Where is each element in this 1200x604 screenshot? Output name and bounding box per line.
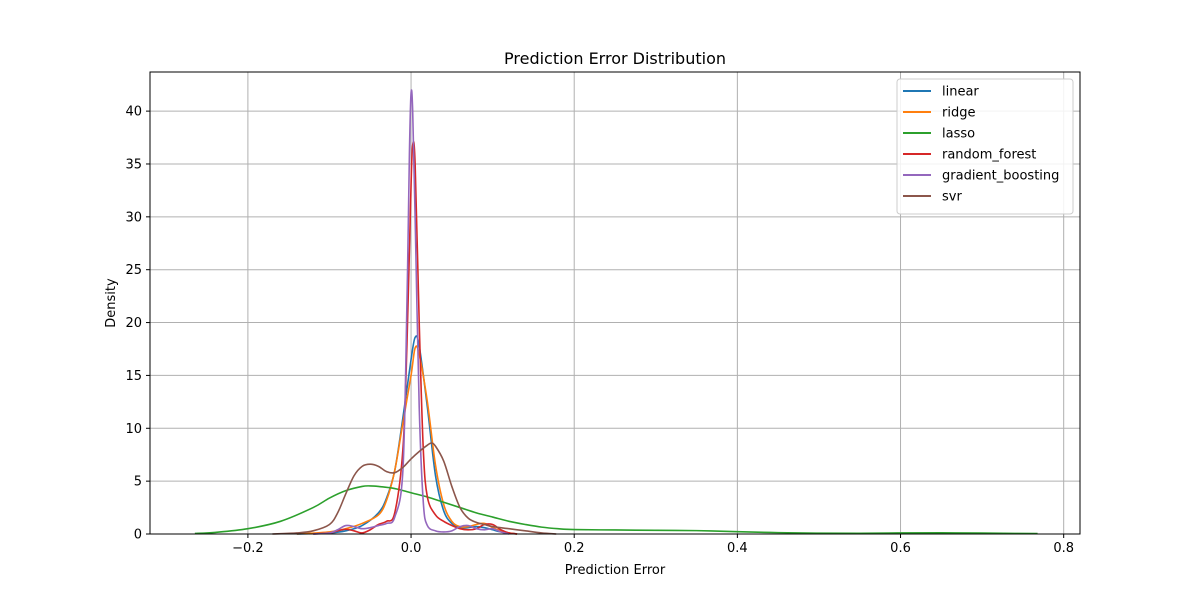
x-tick-label: 0.2 [564,541,585,556]
x-tick-label: −0.2 [232,541,264,556]
legend-label-ridge: ridge [942,106,975,121]
plot-frame [149,71,1081,535]
series-line-lasso [194,485,1038,535]
legend-label-svr: svr [942,190,962,205]
series-lines [194,89,1038,535]
series-line-svr [272,442,557,535]
x-tick-label: 0.6 [890,541,911,556]
legend: linear ridge lasso random_forest gradient_bo… [896,78,1074,215]
y-tick-label: 5 [134,475,142,490]
y-tick-label: 30 [125,210,142,225]
legend-label-gradient-boosting: gradient_boosting [942,169,1059,184]
y-tick-label: 40 [125,105,142,120]
y-axis-label: Density [104,278,119,328]
series-line-gradient-boosting [313,89,510,535]
y-tick-label: 35 [125,157,142,172]
y-tick-label: 0 [134,528,142,543]
x-tick-label: 0.0 [401,541,422,556]
x-axis-label: Prediction Error [565,563,666,578]
x-tick-label: 0.4 [727,541,748,556]
y-tick-label: 15 [125,369,142,384]
chart-title: Prediction Error Distribution [504,49,726,68]
grid [150,72,1080,535]
legend-box [896,78,1074,215]
legend-label-lasso: lasso [942,127,975,142]
y-tick-label: 10 [125,422,142,437]
legend-label-linear: linear [942,85,979,100]
legend-label-random-forest: random_forest [942,148,1036,163]
y-tick-label: 20 [125,316,142,331]
x-tick-label: 0.8 [1053,541,1074,556]
y-tick-label: 25 [125,263,142,278]
axis-ticks: −0.2 0.0 0.2 0.4 0.6 0.8 0 5 10 15 20 25 30 35 40 [125,105,1074,556]
